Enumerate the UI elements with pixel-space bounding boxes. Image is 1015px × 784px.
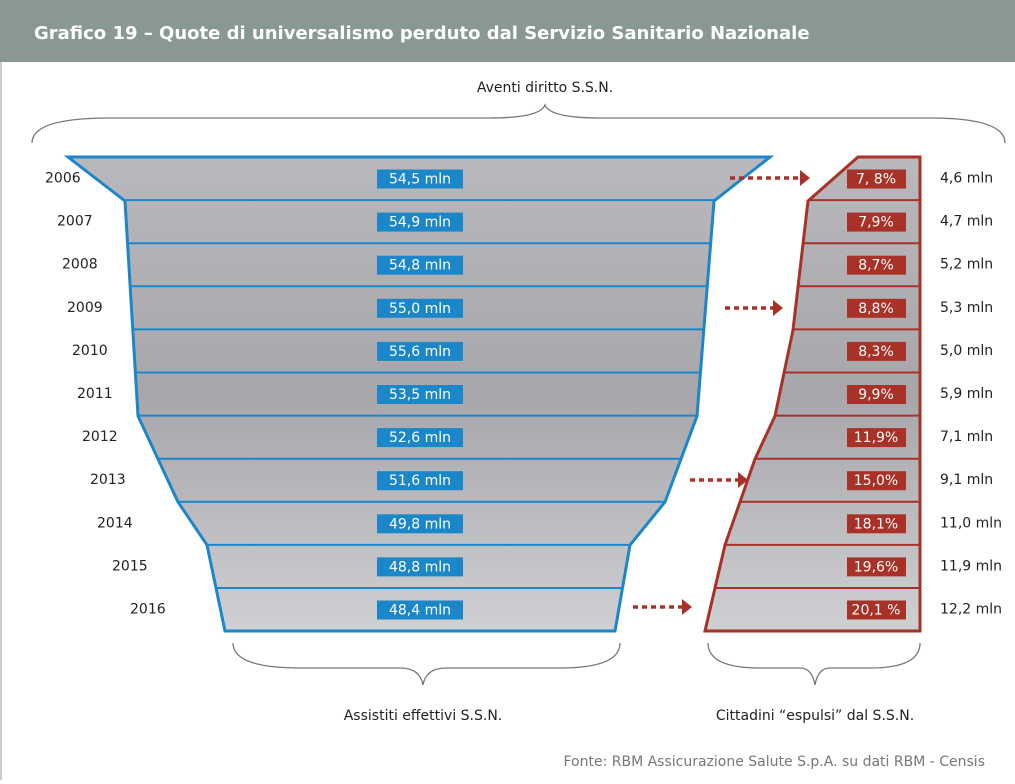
assisted-box [377,428,463,448]
percent-box [847,255,906,275]
bottom-left-label: Assistiti effettivi S.S.N. [344,708,503,724]
year-label: 2010 [72,343,108,359]
assisted-box [377,557,463,577]
percent-box [847,557,906,577]
assisted-label: 52,6 mln [389,430,451,446]
year-label: 2008 [62,257,98,273]
assisted-box [377,298,463,318]
assisted-label: 48,4 mln [389,603,451,619]
percent-label: 9,9% [858,387,894,403]
expelled-shape [703,155,922,633]
assisted-box [377,169,463,189]
expelled-label: 11,9 mln [940,558,1002,574]
expelled-label: 4,7 mln [940,214,993,230]
bottom-right-label: Cittadini “espulsi” dal S.S.N. [716,708,914,724]
year-label: 2012 [82,429,118,445]
assisted-label: 54,8 mln [389,258,451,274]
percent-label: 8,7% [858,258,894,274]
bottom-left-brace [232,642,621,686]
year-label: 2015 [112,558,148,574]
percent-label: 8,8% [858,301,894,317]
percent-box [847,600,906,620]
year-label: 2013 [90,472,126,488]
percent-box [847,212,906,232]
percent-label: 19,6% [854,559,898,575]
assisted-label: 55,0 mln [389,301,451,317]
year-label: 2014 [97,515,133,531]
year-label: 2007 [57,214,93,230]
percent-box [847,514,906,534]
expelled-label: 12,2 mln [940,602,1002,618]
bottom-right-brace [707,642,921,686]
assisted-box [377,341,463,361]
assisted-label: 48,8 mln [389,559,451,575]
assisted-label: 51,6 mln [389,473,451,489]
assisted-box [377,514,463,534]
top-label: Aventi diritto S.S.N. [477,80,613,96]
percent-label: 11,9% [854,430,898,446]
expelled-label: 5,3 mln [940,300,993,316]
expelled-label: 9,1 mln [940,472,993,488]
expelled-label: 4,6 mln [940,171,993,187]
assisted-label: 49,8 mln [389,516,451,532]
assisted-label: 54,5 mln [389,172,451,188]
percent-label: 8,3% [858,344,894,360]
percent-label: 7,9% [858,215,894,231]
title: Grafico 19 – Quote di universalismo perd… [34,23,810,44]
expelled-label: 11,0 mln [940,515,1002,531]
percent-box [847,428,906,448]
year-label: 2011 [77,386,113,402]
percent-label: 15,0% [854,473,898,489]
source: Fonte: RBM Assicurazione Salute S.p.A. s… [563,754,985,770]
assisted-box [377,255,463,275]
percent-label: 7, 8% [856,172,896,188]
assisted-box [377,471,463,491]
percent-label: 20,1 % [852,603,901,619]
assisted-box [377,600,463,620]
arrow-heads [682,170,810,615]
title-bar [0,0,1015,62]
year-label: 2016 [130,602,166,618]
assisted-label: 54,9 mln [389,215,451,231]
expelled-label: 5,0 mln [940,343,993,359]
assisted-label: 55,6 mln [389,344,451,360]
year-label: 2006 [45,171,81,187]
assisted-box [377,212,463,232]
percent-box [847,385,906,404]
assisted-label: 53,5 mln [389,387,451,403]
percent-box [847,298,906,318]
percent-box [847,341,906,361]
percent-label: 18,1% [854,516,898,532]
top-brace [31,103,1006,144]
percent-box [847,169,906,189]
percent-box [847,471,906,491]
expelled-label: 5,9 mln [940,386,993,402]
arrows [633,176,800,609]
year-label: 2009 [67,300,103,316]
assisted-box [377,385,463,404]
expelled-label: 7,1 mln [940,429,993,445]
expelled-label: 5,2 mln [940,257,993,273]
